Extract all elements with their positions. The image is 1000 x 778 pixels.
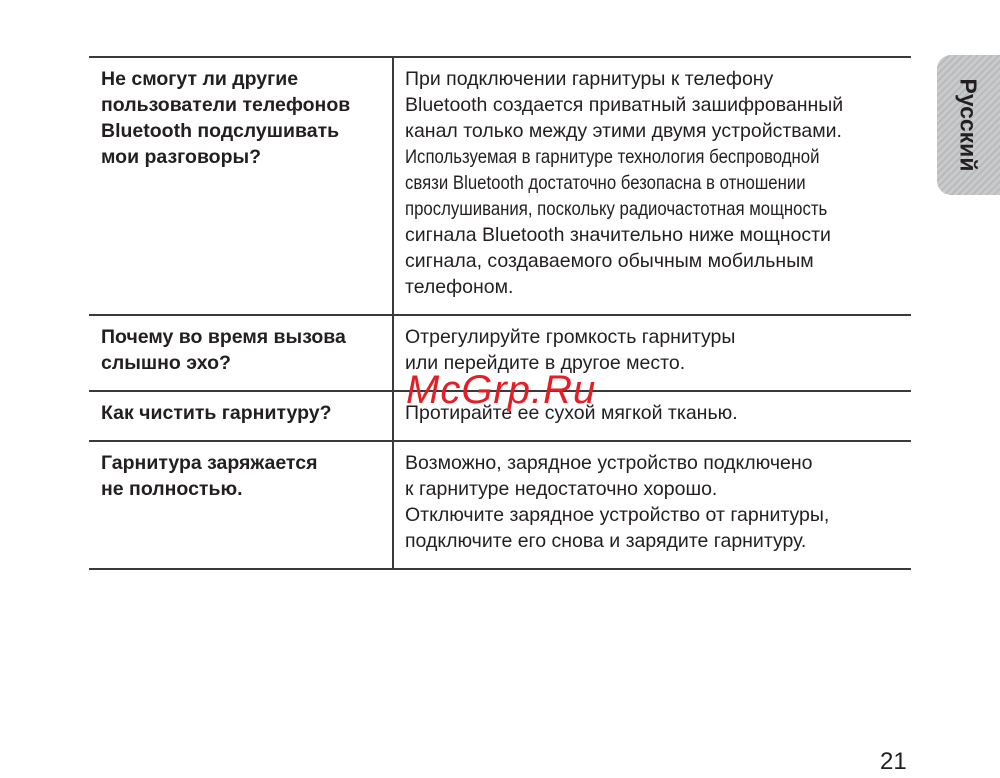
answer-line: Отключите зарядное устройство от гарниту…	[405, 504, 830, 526]
faq-table: Не смогут ли другие пользователи телефон…	[89, 56, 911, 570]
faq-question: Не смогут ли другие пользователи телефон…	[89, 58, 394, 314]
faq-row: Гарнитура заряжается не полностью. Возмо…	[89, 442, 911, 570]
answer-line: связи Bluetooth достаточно безопасна в о…	[405, 172, 806, 194]
answer-line: Отрегулируйте громкость гарнитуры	[405, 326, 736, 348]
question-line: пользователи телефонов	[101, 94, 351, 116]
faq-answer: Возможно, зарядное устройство подключено…	[394, 442, 911, 568]
answer-line: подключите его снова и зарядите гарнитур…	[405, 530, 807, 552]
watermark: McGrp.Ru	[406, 368, 597, 412]
answer-line: прослушивания, поскольку радиочастотная …	[405, 198, 828, 220]
faq-answer: Протирайте ее сухой мягкой тканью.	[394, 392, 911, 440]
language-tab: Русский	[937, 55, 1000, 195]
faq-question: Гарнитура заряжается не полностью.	[89, 442, 394, 568]
faq-row: Не смогут ли другие пользователи телефон…	[89, 58, 911, 316]
faq-answer: Отрегулируйте громкость гарнитуры или пе…	[394, 316, 911, 390]
faq-answer: При подключении гарнитуры к телефону Blu…	[394, 58, 911, 314]
question-line: Почему во время вызова	[101, 326, 346, 348]
answer-line: Возможно, зарядное устройство подключено	[405, 452, 813, 474]
answer-line: Протирайте ее сухой мягкой тканью.	[405, 402, 738, 424]
language-tab-label: Русский	[955, 78, 982, 172]
question-line: Гарнитура заряжается	[101, 452, 318, 474]
faq-row: Почему во время вызова слышно эхо? Отрег…	[89, 316, 911, 392]
faq-row: Как чистить гарнитуру? Протирайте ее сух…	[89, 392, 911, 442]
answer-line: Bluetooth создается приватный зашифрован…	[405, 94, 844, 116]
faq-question: Почему во время вызова слышно эхо?	[89, 316, 394, 390]
question-line: Не смогут ли другие	[101, 68, 299, 90]
answer-line: Используемая в гарнитуре технология бесп…	[405, 146, 820, 168]
page-number: 21	[880, 748, 907, 775]
question-line: не полностью.	[101, 478, 243, 500]
question-line: Bluetooth подслушивать	[101, 120, 340, 142]
answer-line: канал только между этими двумя устройств…	[405, 120, 842, 142]
answer-line: При подключении гарнитуры к телефону	[405, 68, 774, 90]
answer-line: сигнала, создаваемого обычным мобильным	[405, 250, 814, 272]
question-line: мои разговоры?	[101, 146, 262, 168]
answer-line: к гарнитуре недостаточно хорошо.	[405, 478, 718, 500]
answer-line: сигнала Bluetooth значительно ниже мощно…	[405, 224, 831, 246]
question-line: Как чистить гарнитуру?	[101, 402, 332, 424]
answer-line: телефоном.	[405, 276, 514, 298]
faq-question: Как чистить гарнитуру?	[89, 392, 394, 440]
answer-line: или перейдите в другое место.	[405, 352, 686, 374]
question-line: слышно эхо?	[101, 352, 231, 374]
